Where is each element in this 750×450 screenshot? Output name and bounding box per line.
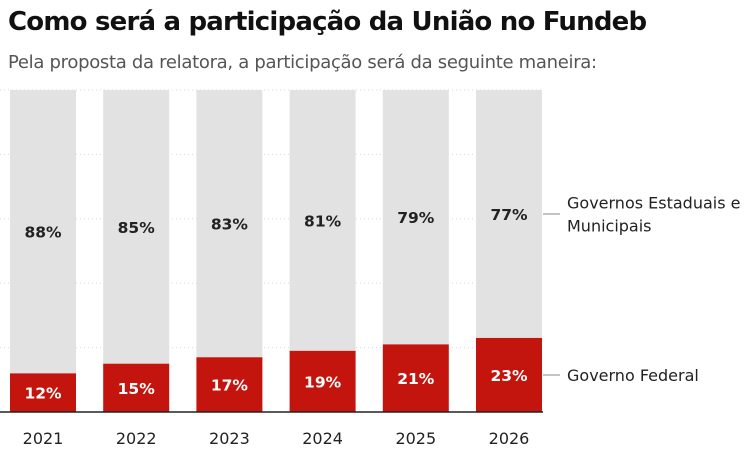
bar-federal-2022 [103, 363, 170, 412]
x-tick-label-2021: 2021 [23, 429, 64, 448]
value-label-states-2024: 81% [304, 212, 342, 230]
value-label-federal-2023: 17% [211, 377, 249, 395]
value-label-federal-2025: 21% [397, 370, 435, 388]
bar-states-2021 [10, 90, 76, 374]
value-label-federal-2021: 12% [24, 385, 62, 403]
value-label-states-2022: 85% [118, 219, 156, 237]
bar-federal-2021 [10, 373, 76, 412]
value-label-states-2025: 79% [397, 209, 435, 227]
value-label-federal-2024: 19% [304, 373, 342, 391]
legend-label-governos-estaduais-e-municipais: Governos Estaduais e [567, 193, 740, 212]
bar-federal-2024 [289, 350, 356, 412]
bar-states-2026 [476, 90, 542, 338]
bar-states-2023 [196, 90, 263, 358]
legend-label-governo-federal: Governo Federal [567, 366, 699, 385]
chart-subtitle: Pela proposta da relatora, a participaçã… [8, 52, 597, 73]
value-label-federal-2026: 23% [490, 367, 528, 385]
value-label-states-2023: 83% [211, 216, 249, 234]
bar-states-2024 [289, 90, 356, 351]
value-label-states-2021: 88% [24, 224, 62, 242]
bar-federal-2025 [382, 344, 449, 412]
x-tick-label-2022: 2022 [116, 429, 157, 448]
bar-federal-2026 [476, 337, 542, 412]
x-tick-label-2026: 2026 [489, 429, 530, 448]
chart-title: Como será a participação da União no Fun… [8, 7, 647, 37]
value-label-federal-2022: 15% [118, 380, 156, 398]
bar-states-2025 [382, 90, 449, 345]
x-tick-label-2025: 2025 [395, 429, 436, 448]
x-tick-label-2024: 2024 [302, 429, 343, 448]
x-tick-label-2023: 2023 [209, 429, 250, 448]
bar-states-2022 [103, 90, 170, 364]
bar-federal-2023 [196, 357, 263, 412]
value-label-states-2026: 77% [490, 206, 528, 224]
legend-label-governos-estaduais-e-municipais: Municipais [567, 216, 652, 235]
